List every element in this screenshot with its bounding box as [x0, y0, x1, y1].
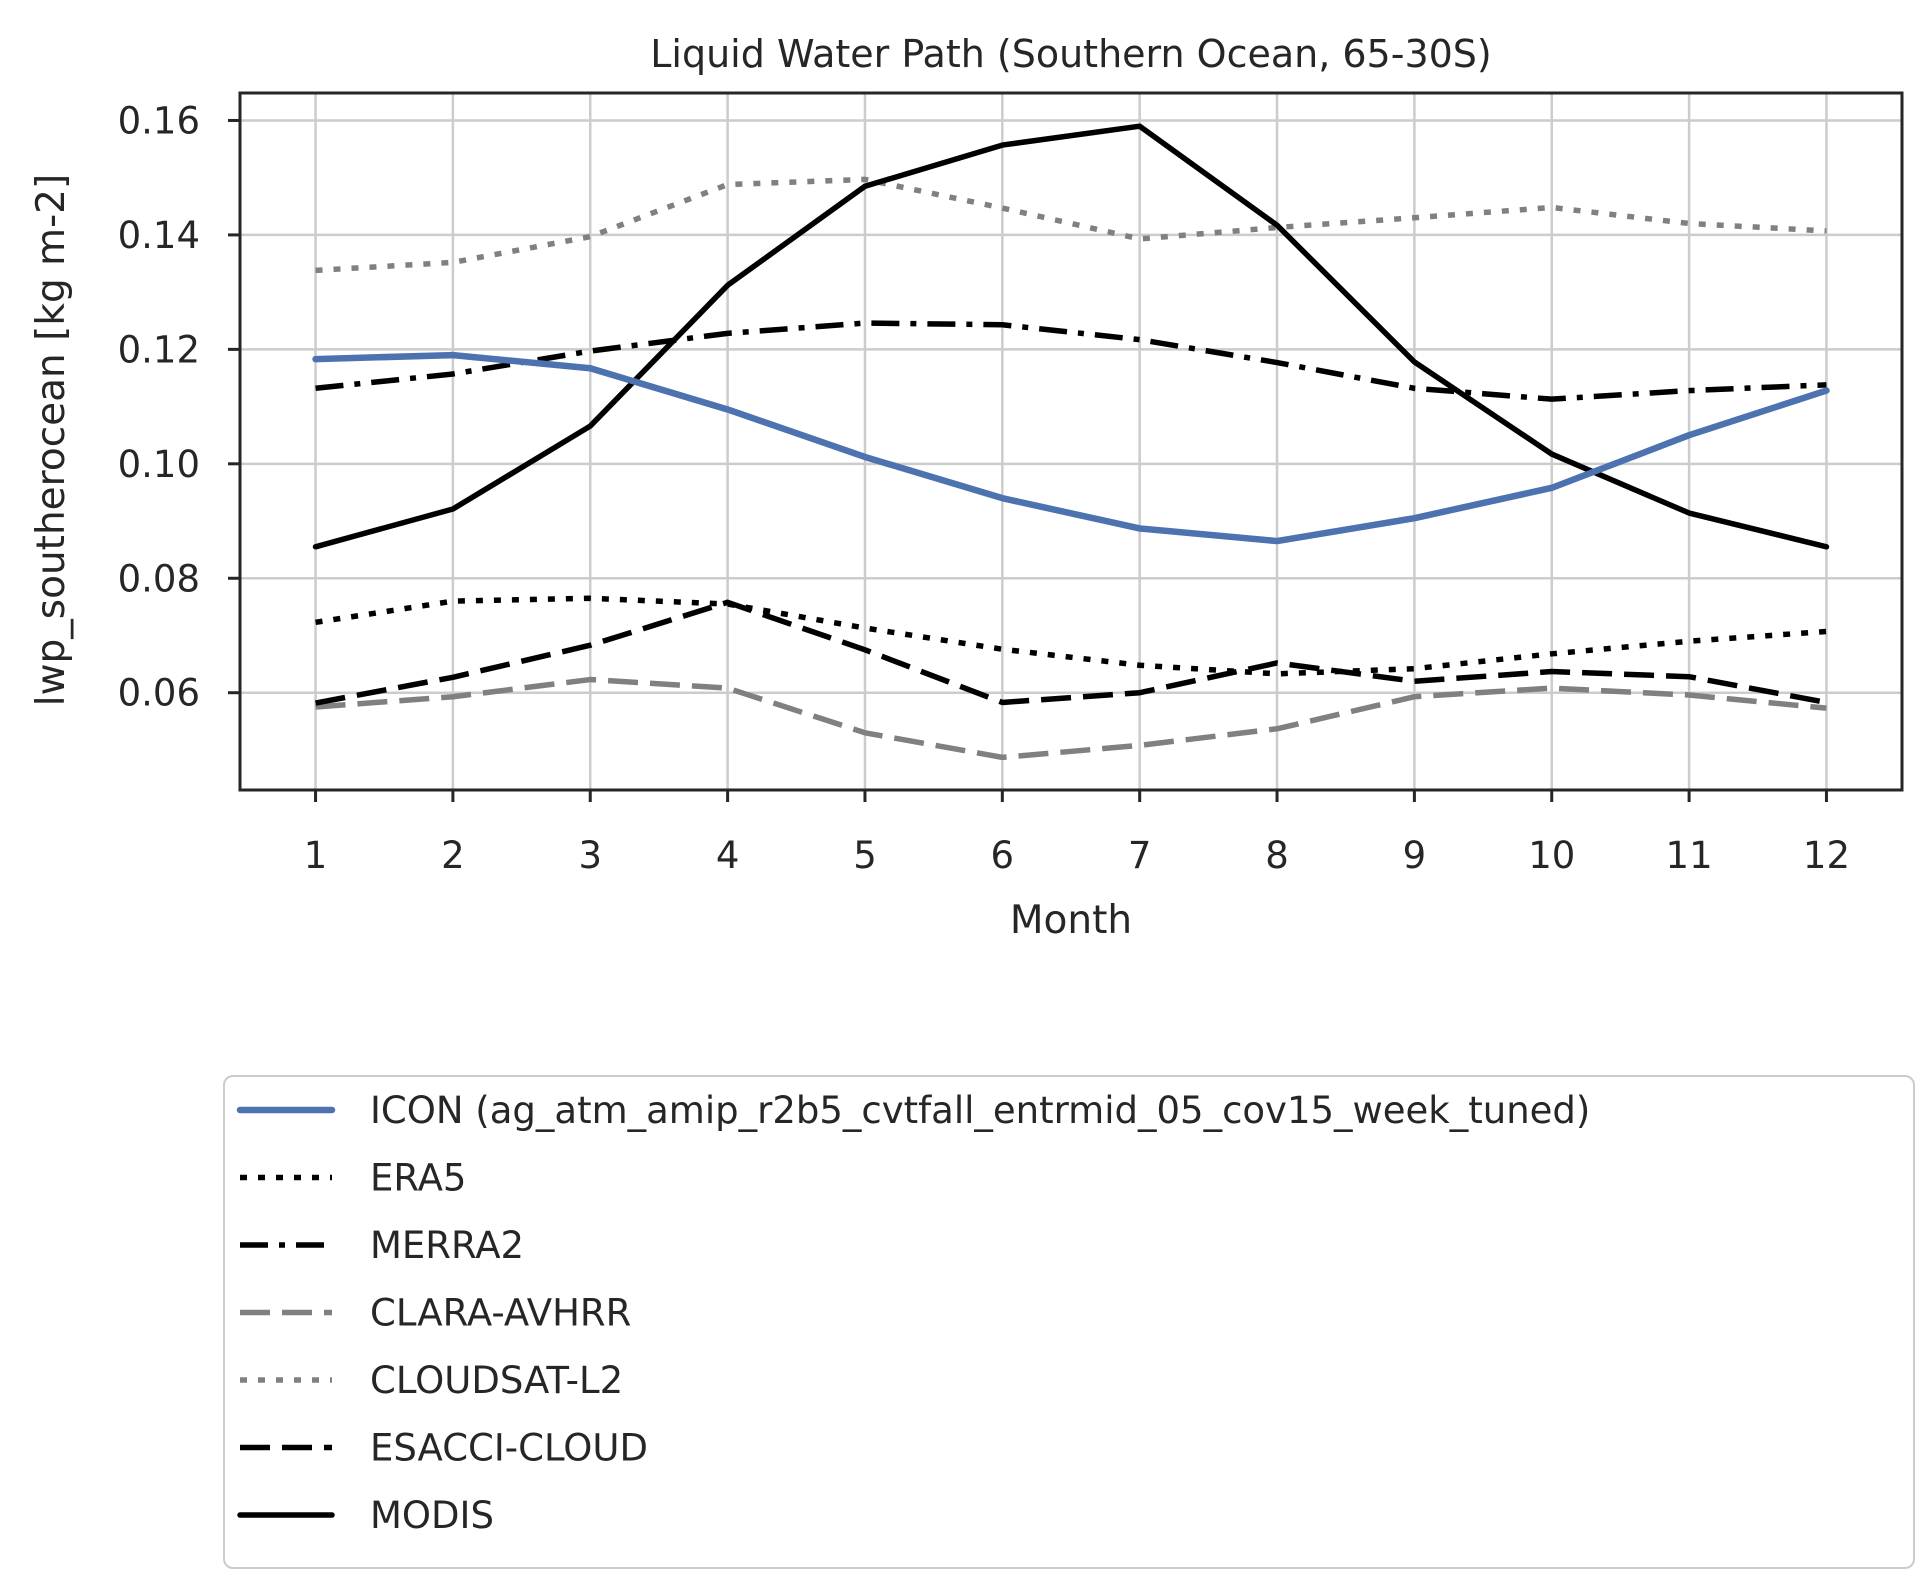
x-tick-label: 6	[991, 834, 1015, 877]
x-axis-ticks: 1 2 3 4 5 6 7 8 9 10 11 12	[304, 790, 1850, 877]
x-tick-label: 5	[853, 834, 877, 877]
series-line-esacci-cloud	[315, 599, 1827, 706]
x-tick-label: 11	[1666, 834, 1713, 877]
x-tick-label: 4	[716, 834, 740, 877]
y-tick-label: 0.10	[118, 443, 200, 486]
series-line-cloudsat-l2	[315, 176, 1827, 274]
x-tick-label: 1	[304, 834, 328, 877]
legend: ICON (ag_atm_amip_r2b5_cvtfall_entrmid_0…	[223, 1075, 1915, 1569]
legend-label: MERRA2	[370, 1224, 524, 1267]
x-tick-label: 2	[441, 834, 465, 877]
y-tick-label: 0.06	[118, 672, 200, 715]
chart-title: Liquid Water Path (Southern Ocean, 65-30…	[650, 32, 1492, 76]
legend-label: CLOUDSAT-L2	[370, 1359, 623, 1402]
y-tick-label: 0.12	[118, 328, 200, 371]
legend-label: MODIS	[370, 1494, 494, 1537]
y-tick-label: 0.08	[118, 557, 200, 600]
x-tick-label: 10	[1528, 834, 1575, 877]
x-tick-label: 9	[1403, 834, 1427, 877]
x-tick-label: 12	[1803, 834, 1850, 877]
series-line-clara-avhrr	[315, 676, 1827, 761]
series-line-icon	[312, 351, 1830, 545]
y-axis-label: lwp_southerocean [kg m-2]	[29, 174, 74, 706]
x-tick-label: 3	[578, 834, 602, 877]
series-line-era5	[315, 595, 1827, 677]
grid-lines	[240, 93, 1902, 790]
x-axis-label: Month	[1010, 898, 1132, 943]
x-tick-label: 8	[1265, 834, 1289, 877]
y-tick-label: 0.16	[118, 99, 200, 142]
legend-label: ICON (ag_atm_amip_r2b5_cvtfall_entrmid_0…	[370, 1089, 1590, 1132]
series-lines	[312, 123, 1830, 761]
plot-area-frame	[238, 91, 1904, 792]
x-tick-label: 7	[1128, 834, 1152, 877]
y-axis-ticks: 0.06 0.08 0.10 0.12 0.14 0.16	[118, 99, 240, 715]
y-tick-label: 0.14	[118, 214, 200, 257]
legend-label: CLARA-AVHRR	[370, 1292, 631, 1335]
legend-items: ICON (ag_atm_amip_r2b5_cvtfall_entrmid_0…	[236, 1089, 1590, 1537]
legend-label: ESACCI-CLOUD	[370, 1427, 648, 1470]
legend-label: ERA5	[370, 1157, 466, 1200]
series-line-modis	[312, 123, 1830, 550]
legend-frame	[223, 1075, 1915, 1569]
